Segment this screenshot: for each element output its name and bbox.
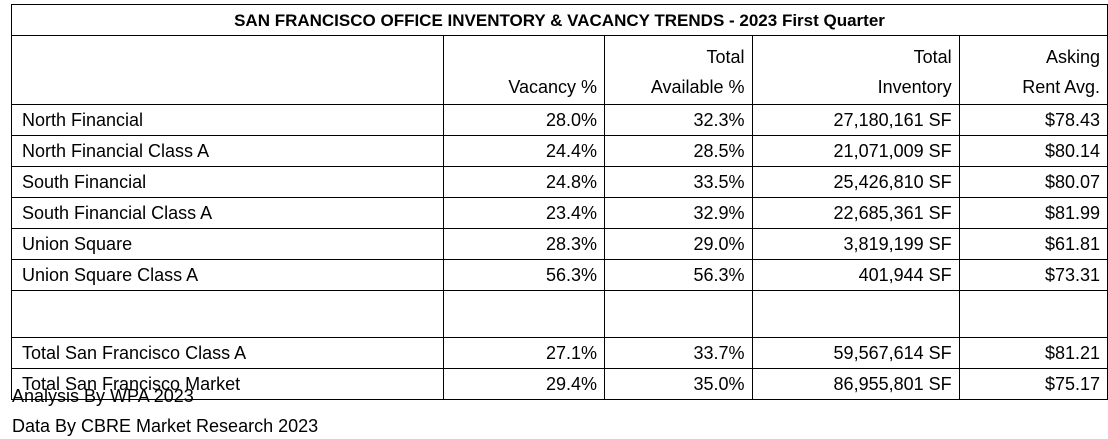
table-row: South Financial 24.8% 33.5% 25,426,810 S… <box>11 166 1108 198</box>
spacer-cell <box>958 290 1108 338</box>
inventory-cell: 59,567,614 SF <box>751 337 960 369</box>
available-cell: 35.0% <box>604 368 753 400</box>
row-label: Union Square <box>11 228 444 260</box>
office-inventory-table: SAN FRANCISCO OFFICE INVENTORY & VACANCY… <box>11 4 1108 400</box>
available-cell: 29.0% <box>604 228 753 260</box>
table-row: Union Square 28.3% 29.0% 3,819,199 SF $6… <box>11 228 1108 260</box>
table-row: North Financial Class A 24.4% 28.5% 21,0… <box>11 135 1108 167</box>
available-cell: 28.5% <box>604 135 753 167</box>
spacer-cell <box>11 290 444 338</box>
vacancy-cell: 28.3% <box>442 228 606 260</box>
row-label: Union Square Class A <box>11 259 444 291</box>
header-inventory: Total Inventory <box>751 35 960 105</box>
table-row: South Financial Class A 23.4% 32.9% 22,6… <box>11 197 1108 229</box>
rent-cell: $80.14 <box>958 135 1108 167</box>
available-cell: 33.7% <box>604 337 753 369</box>
inventory-cell: 3,819,199 SF <box>751 228 960 260</box>
rent-cell: $80.07 <box>958 166 1108 198</box>
row-label: Total San Francisco Class A <box>11 337 444 369</box>
vacancy-cell: 27.1% <box>442 337 606 369</box>
rent-cell: $61.81 <box>958 228 1108 260</box>
available-cell: 56.3% <box>604 259 753 291</box>
row-label: South Financial <box>11 166 444 198</box>
table-title: SAN FRANCISCO OFFICE INVENTORY & VACANCY… <box>11 4 1108 36</box>
available-cell: 32.3% <box>604 104 753 136</box>
header-rent: Asking Rent Avg. <box>958 35 1108 105</box>
available-cell: 33.5% <box>604 166 753 198</box>
spacer-cell <box>604 290 753 338</box>
inventory-cell: 401,944 SF <box>751 259 960 291</box>
available-cell: 32.9% <box>604 197 753 229</box>
header-available: Total Available % <box>604 35 753 105</box>
spacer-cell <box>442 290 606 338</box>
header-vacancy: Vacancy % <box>442 35 606 105</box>
row-label: North Financial <box>11 104 444 136</box>
total-row: Total San Francisco Class A 27.1% 33.7% … <box>11 337 1108 369</box>
inventory-cell: 25,426,810 SF <box>751 166 960 198</box>
inventory-cell: 86,955,801 SF <box>751 368 960 400</box>
vacancy-cell: 23.4% <box>442 197 606 229</box>
inventory-cell: 22,685,361 SF <box>751 197 960 229</box>
table-title-row: SAN FRANCISCO OFFICE INVENTORY & VACANCY… <box>11 4 1108 36</box>
vacancy-cell: 24.8% <box>442 166 606 198</box>
vacancy-cell: 24.4% <box>442 135 606 167</box>
vacancy-cell: 29.4% <box>442 368 606 400</box>
total-row: Total San Francisco Market 29.4% 35.0% 8… <box>11 368 1108 400</box>
row-label: North Financial Class A <box>11 135 444 167</box>
analysis-credit: Analysis By WPA 2023 <box>12 386 194 406</box>
header-region <box>11 35 444 105</box>
inventory-cell: 27,180,161 SF <box>751 104 960 136</box>
vacancy-cell: 28.0% <box>442 104 606 136</box>
vacancy-cell: 56.3% <box>442 259 606 291</box>
table-row: North Financial 28.0% 32.3% 27,180,161 S… <box>11 104 1108 136</box>
table-header-row: Vacancy % Total Available % Total Inventor… <box>11 35 1108 105</box>
table-row: Union Square Class A 56.3% 56.3% 401,944… <box>11 259 1108 291</box>
rent-cell: $75.17 <box>958 368 1108 400</box>
rent-cell: $73.31 <box>958 259 1108 291</box>
row-label: South Financial Class A <box>11 197 444 229</box>
rent-cell: $81.99 <box>958 197 1108 229</box>
row-label: Total San Francisco Market <box>11 368 444 400</box>
spacer-cell <box>751 290 960 338</box>
inventory-cell: 21,071,009 SF <box>751 135 960 167</box>
rent-cell: $78.43 <box>958 104 1108 136</box>
data-source-credit: Data By CBRE Market Research 2023 <box>12 416 319 436</box>
rent-cell: $81.21 <box>958 337 1108 369</box>
spacer-row <box>11 290 1108 338</box>
